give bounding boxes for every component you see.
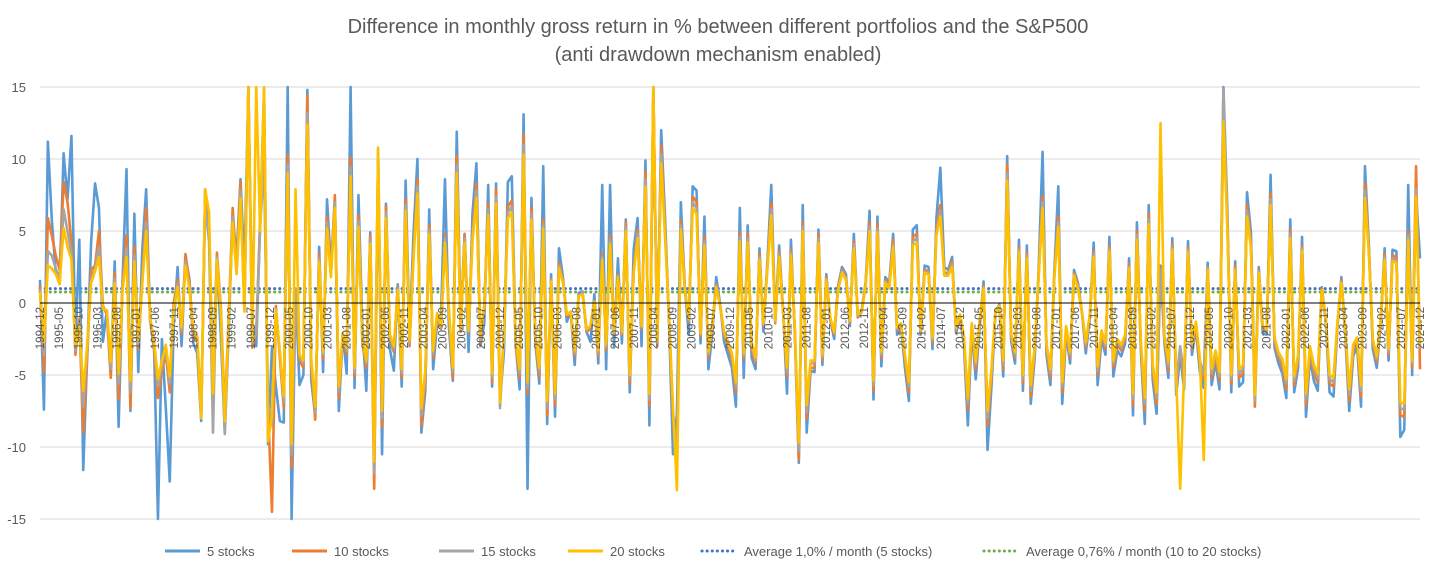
x-tick-label: 2011-08	[802, 307, 814, 348]
x-tick-label: 2013-04	[878, 306, 890, 349]
x-tick-label: 2016-03	[1013, 307, 1025, 349]
y-tick-label: 0	[19, 296, 26, 311]
x-tick-label: 2002-11	[399, 307, 411, 348]
x-tick-label: 2008-09	[668, 307, 680, 349]
x-tick-label: 2006-08	[572, 307, 584, 349]
legend: 5 stocks 10 stocks 15 stocks 20 stocks Avera…	[165, 544, 1261, 559]
x-tick-label: 1997-01	[131, 307, 143, 349]
legend-label: Average 1,0% / month (5 stocks)	[744, 544, 932, 559]
x-tick-label: 2015-05	[974, 307, 986, 349]
x-tick-label: 2018-09	[1128, 307, 1140, 349]
x-tick-label: 2005-05	[514, 307, 526, 349]
x-tick-label: 2019-02	[1147, 307, 1159, 349]
x-tick-label: 2007-11	[629, 307, 641, 348]
x-tick-label: 2005-10	[533, 307, 545, 349]
x-tick-label: 2004-07	[476, 307, 488, 349]
x-tick-label: 2012-01	[821, 307, 833, 349]
x-tick-label: 2003-04	[418, 306, 430, 349]
x-tick-label: 2000-05	[284, 307, 296, 349]
legend-label: 15 stocks	[481, 544, 536, 559]
series-line	[38, 85, 1422, 492]
x-tick-label: 2014-12	[955, 307, 967, 349]
y-tick-label: -15	[7, 512, 26, 527]
x-tick-label: 1996-03	[93, 307, 105, 349]
x-tick-label: 2015-10	[993, 307, 1005, 349]
x-tick-label: 2002-01	[361, 307, 373, 349]
x-tick-label: 2019-12	[1185, 307, 1197, 349]
x-tick-label: 1997-06	[150, 307, 162, 349]
x-tick-label: 2006-03	[553, 307, 565, 349]
x-tick-label: 1999-07	[246, 307, 258, 349]
chart-subtitle: (anti drawdown mechanism enabled)	[555, 44, 882, 66]
x-tick-label: 2009-02	[687, 307, 699, 349]
x-tick-label: 2007-01	[591, 307, 603, 349]
x-tick-label: 1995-05	[54, 307, 66, 349]
x-tick-label: 2010-05	[744, 307, 756, 349]
x-tick-label: 2008-04	[648, 306, 660, 349]
x-tick-label: 2002-06	[380, 307, 392, 349]
x-tick-label: 2003-09	[438, 307, 450, 349]
x-tick-label: 2021-08	[1262, 307, 1274, 349]
x-tick-label: 2001-03	[323, 307, 335, 349]
legend-label: Average 0,76% / month (10 to 20 stocks)	[1026, 544, 1261, 559]
x-tick-label: 2021-03	[1243, 307, 1255, 349]
x-tick-label: 2023-04	[1338, 306, 1350, 349]
y-tick-label: 5	[19, 224, 26, 239]
x-tick-label: 2022-11	[1319, 307, 1331, 348]
x-tick-label: 2024-07	[1396, 307, 1408, 349]
x-tick-label: 2017-06	[1070, 307, 1082, 349]
y-tick-label: -5	[14, 368, 26, 383]
x-tick-label: 2012-11	[859, 307, 871, 348]
x-tick-label: 2017-01	[1051, 307, 1063, 349]
x-tick-label: 2018-04	[1108, 306, 1120, 349]
x-tick-label: 1995-10	[73, 307, 85, 349]
x-tick-label: 2012-06	[840, 307, 852, 349]
x-tick-label: 2013-09	[898, 307, 910, 349]
x-tick-label: 2020-10	[1223, 307, 1235, 349]
x-tick-label: 2016-08	[1032, 307, 1044, 349]
x-tick-label: 2009-12	[725, 307, 737, 349]
y-tick-label: 15	[12, 80, 26, 95]
x-tick-label: 2010-10	[763, 307, 775, 349]
x-tick-label: 1998-09	[208, 307, 220, 349]
x-tick-label: 2001-08	[342, 307, 354, 349]
x-tick-label: 1997-11	[169, 307, 181, 348]
x-tick-label: 2009-07	[706, 307, 718, 349]
x-tick-label: 2004-12	[495, 307, 507, 349]
x-axis: 1994-12 1995-05 1995-10 1996-03 1996-08 1997-…	[35, 306, 1427, 349]
x-tick-label: 1996-08	[112, 307, 124, 349]
x-tick-label: 2019-07	[1166, 307, 1178, 349]
x-tick-label: 2011-03	[783, 307, 795, 348]
x-tick-label: 2007-06	[610, 307, 622, 349]
x-tick-label: 1999-02	[227, 307, 239, 349]
x-tick-label: 2004-02	[457, 307, 469, 349]
x-tick-label: 2024-02	[1377, 307, 1389, 349]
x-tick-label: 1994-12	[35, 307, 47, 349]
y-tick-label: 10	[12, 152, 26, 167]
x-tick-label: 1998-04	[188, 306, 200, 349]
x-tick-label: 2024-12	[1415, 307, 1427, 349]
legend-label: 20 stocks	[610, 544, 665, 559]
x-tick-label: 2017-11	[1089, 307, 1101, 348]
x-tick-label: 2020-05	[1204, 307, 1216, 349]
x-tick-label: 2014-07	[936, 307, 948, 349]
series-lines	[38, 85, 1422, 521]
legend-label: 10 stocks	[334, 544, 389, 559]
y-tick-label: -10	[7, 440, 26, 455]
x-tick-label: 2014-02	[917, 307, 929, 349]
x-tick-label: 2023-09	[1358, 307, 1370, 349]
chart-title: Difference in monthly gross return in % …	[348, 16, 1089, 38]
legend-label: 5 stocks	[207, 544, 255, 559]
x-tick-label: 2022-01	[1281, 307, 1293, 349]
x-tick-label: 2000-10	[303, 307, 315, 349]
x-tick-label: 2022-06	[1300, 307, 1312, 349]
y-axis: 15 10 5 0 -5 -10 -15	[7, 80, 26, 527]
x-tick-label: 1999-12	[265, 307, 277, 349]
